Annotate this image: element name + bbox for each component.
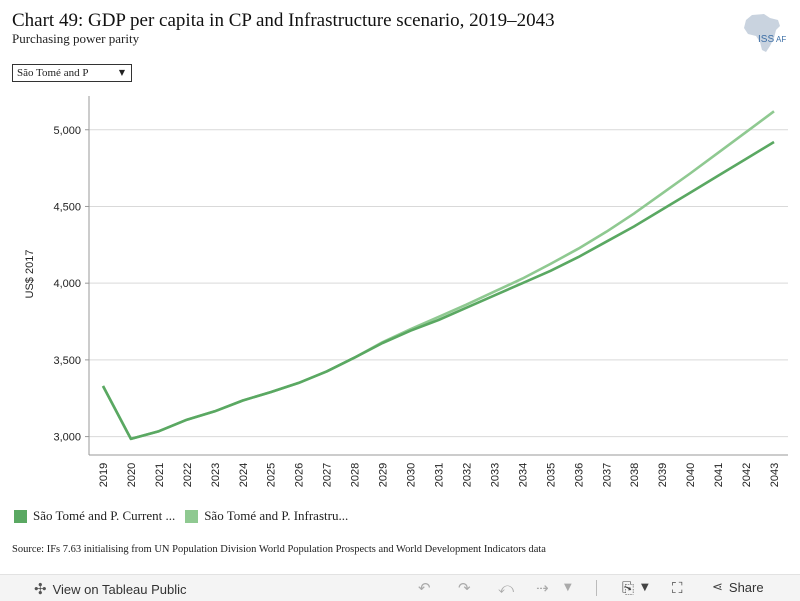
svg-text:ISS: ISS (758, 34, 774, 45)
country-filter-value: São Tomé and P (17, 67, 88, 79)
x-tick-label-2025: 2025 (266, 463, 278, 487)
legend: São Tomé and P. Current ... São Tomé and… (14, 508, 348, 524)
series-line-infrastructure (103, 111, 774, 439)
x-tick-label-2024: 2024 (238, 463, 250, 487)
x-tick-label-2020: 2020 (126, 463, 138, 487)
y-tick-label-5000: 5,000 (53, 125, 81, 137)
x-tick-label-2029: 2029 (378, 463, 390, 487)
x-tick-label-2034: 2034 (517, 463, 529, 487)
grid-lines (89, 130, 788, 437)
x-tick-label-2027: 2027 (322, 463, 334, 487)
legend-label-infrastructure: São Tomé and P. Infrastru... (204, 508, 348, 524)
x-tick-label-2038: 2038 (629, 463, 641, 487)
x-tick-label-2036: 2036 (573, 463, 585, 487)
x-tick-label-2039: 2039 (657, 463, 669, 487)
pause-dropdown-icon[interactable]: ▼ (564, 582, 572, 593)
x-tick-label-2042: 2042 (741, 463, 753, 487)
download-dropdown-icon[interactable]: ▼ (641, 582, 649, 593)
iss-africa-logo: ISS AF (738, 12, 790, 56)
tableau-toolbar: ✣ View on Tableau Public ↶ ↷ ⤺ ⇢ ▼ ⎘ ▼ ⛶… (0, 574, 800, 601)
refresh-icon[interactable]: ⇢ (536, 579, 549, 597)
x-tick-label-2041: 2041 (713, 463, 725, 487)
view-on-tableau-button[interactable]: ✣ View on Tableau Public (34, 580, 187, 598)
chart-subtitle: Purchasing power parity (12, 31, 139, 47)
toolbar-divider (596, 580, 597, 596)
x-tick-label-2031: 2031 (434, 463, 446, 487)
x-tick-label-2028: 2028 (350, 463, 362, 487)
y-axis-label: US$ 2017 (24, 250, 36, 299)
share-label: Share (729, 580, 764, 595)
x-tick-label-2043: 2043 (769, 463, 781, 487)
series-lines (103, 111, 774, 439)
download-icon[interactable]: ⎘ (622, 579, 634, 597)
x-tick-label-2023: 2023 (210, 463, 222, 487)
y-tick-label-3000: 3,000 (53, 432, 81, 444)
fullscreen-icon[interactable]: ⛶ (672, 579, 683, 597)
x-tick-label-2035: 2035 (545, 463, 557, 487)
x-tick-label-2026: 2026 (294, 463, 306, 487)
undo-icon[interactable]: ↶ (418, 579, 431, 597)
x-tick-label-2021: 2021 (154, 463, 166, 487)
y-tick-label-4000: 4,000 (53, 278, 81, 290)
legend-label-current: São Tomé and P. Current ... (33, 508, 175, 524)
x-tick-label-2032: 2032 (461, 463, 473, 487)
share-icon: ⋖ (712, 580, 723, 595)
legend-item-current[interactable]: São Tomé and P. Current ... (14, 508, 175, 524)
tableau-logo-icon: ✣ (34, 580, 47, 598)
share-button[interactable]: ⋖ Share (712, 580, 764, 595)
svg-text:AF: AF (776, 35, 786, 44)
revert-icon[interactable]: ⤺ (498, 579, 514, 597)
dropdown-arrow-icon: ▼ (119, 65, 125, 81)
x-tick-label-2022: 2022 (182, 463, 194, 487)
x-tick-label-2030: 2030 (406, 463, 418, 487)
x-tick-label-2033: 2033 (489, 463, 501, 487)
source-note: Source: IFs 7.63 initialising from UN Po… (12, 544, 546, 555)
x-axis: 2019 2020 2021 2022 2023 2024 2025 2026 2027 2028… (89, 455, 788, 487)
y-tick-label-4500: 4,500 (53, 201, 81, 213)
legend-swatch-current (14, 510, 27, 523)
chart-title: Chart 49: GDP per capita in CP and Infra… (12, 10, 555, 32)
redo-icon[interactable]: ↷ (458, 579, 471, 597)
y-tick-label-3500: 3,500 (53, 355, 81, 367)
x-tick-label-2037: 2037 (601, 463, 613, 487)
x-tick-label-2019: 2019 (98, 463, 110, 487)
view-on-tableau-label: View on Tableau Public (53, 582, 187, 597)
legend-swatch-infrastructure (185, 510, 198, 523)
x-tick-label-2040: 2040 (685, 463, 697, 487)
y-axis: 3,000 3,500 4,000 4,500 5,000 (53, 96, 89, 455)
legend-item-infrastructure[interactable]: São Tomé and P. Infrastru... (185, 508, 348, 524)
country-filter-dropdown[interactable]: São Tomé and P ▼ (12, 64, 132, 82)
